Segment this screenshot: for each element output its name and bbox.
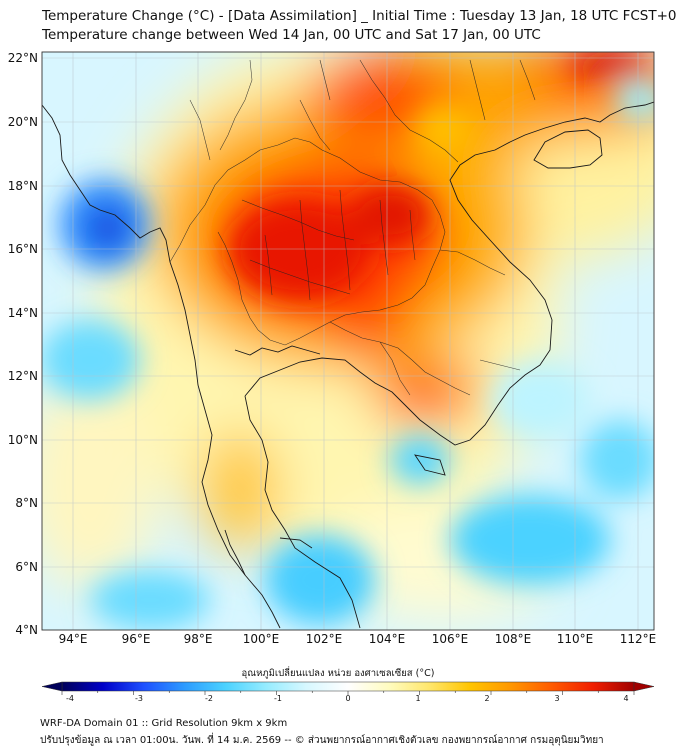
colorbar-extend-max (633, 681, 655, 692)
colorbar-tick-label: 2 (484, 694, 490, 703)
footer-model-info: WRF-DA Domain 01 :: Grid Resolution 9km … (40, 718, 288, 729)
colorbar-tick-label: -2 (205, 694, 213, 703)
map-frame (41, 51, 655, 631)
lon-label-94: 94°E (58, 632, 88, 646)
colorbar-tick-label: -4 (66, 694, 74, 703)
map-title-line1: Temperature Change (°C) - [Data Assimila… (42, 8, 676, 24)
lat-label-20: 20°N (7, 115, 38, 129)
lon-label-98: 98°E (183, 632, 213, 646)
lon-label-102: 102°E (305, 632, 343, 646)
lon-label-108: 108°E (494, 632, 532, 646)
lon-label-100: 100°E (242, 632, 280, 646)
lat-label-6: 6°N (15, 560, 38, 574)
colorbar-extend-min (41, 681, 63, 692)
lat-label-22: 22°N (7, 51, 38, 65)
colorbar (41, 681, 655, 695)
lat-label-14: 14°N (7, 306, 38, 320)
admin-borders (169, 59, 536, 396)
colorbar-tick-label: 3 (554, 694, 560, 703)
coastlines (42, 101, 654, 629)
lon-label-106: 106°E (431, 632, 469, 646)
lat-label-4: 4°N (15, 623, 38, 637)
colorbar-tick-label: -1 (274, 694, 282, 703)
map-title-line2: Temperature change between Wed 14 Jan, 0… (42, 27, 541, 43)
lat-label-12: 12°N (7, 369, 38, 383)
colorbar-title: อุณหภูมิเปลี่ยนแปลง หน่วย องศาเซลเซียส (… (241, 668, 435, 679)
graticule (42, 52, 654, 630)
lat-label-18: 18°N (7, 179, 38, 193)
lat-label-8: 8°N (15, 496, 38, 510)
colorbar-tick-label: -3 (135, 694, 143, 703)
colorbar-tick-label: 4 (623, 694, 629, 703)
lon-label-112: 112°E (619, 632, 657, 646)
temperature-field (42, 52, 654, 630)
colorbar-body (61, 681, 635, 692)
lon-label-96: 96°E (121, 632, 151, 646)
lon-label-104: 104°E (368, 632, 406, 646)
lon-label-110: 110°E (556, 632, 594, 646)
colorbar-tick-label: 1 (415, 694, 421, 703)
lat-label-16: 16°N (7, 242, 38, 256)
footer-credit: ปรับปรุงข้อมูล ณ เวลา 01:00น. วันพ. ที่ … (40, 735, 604, 746)
lat-label-10: 10°N (7, 433, 38, 447)
colorbar-tick-label: 0 (345, 694, 351, 703)
